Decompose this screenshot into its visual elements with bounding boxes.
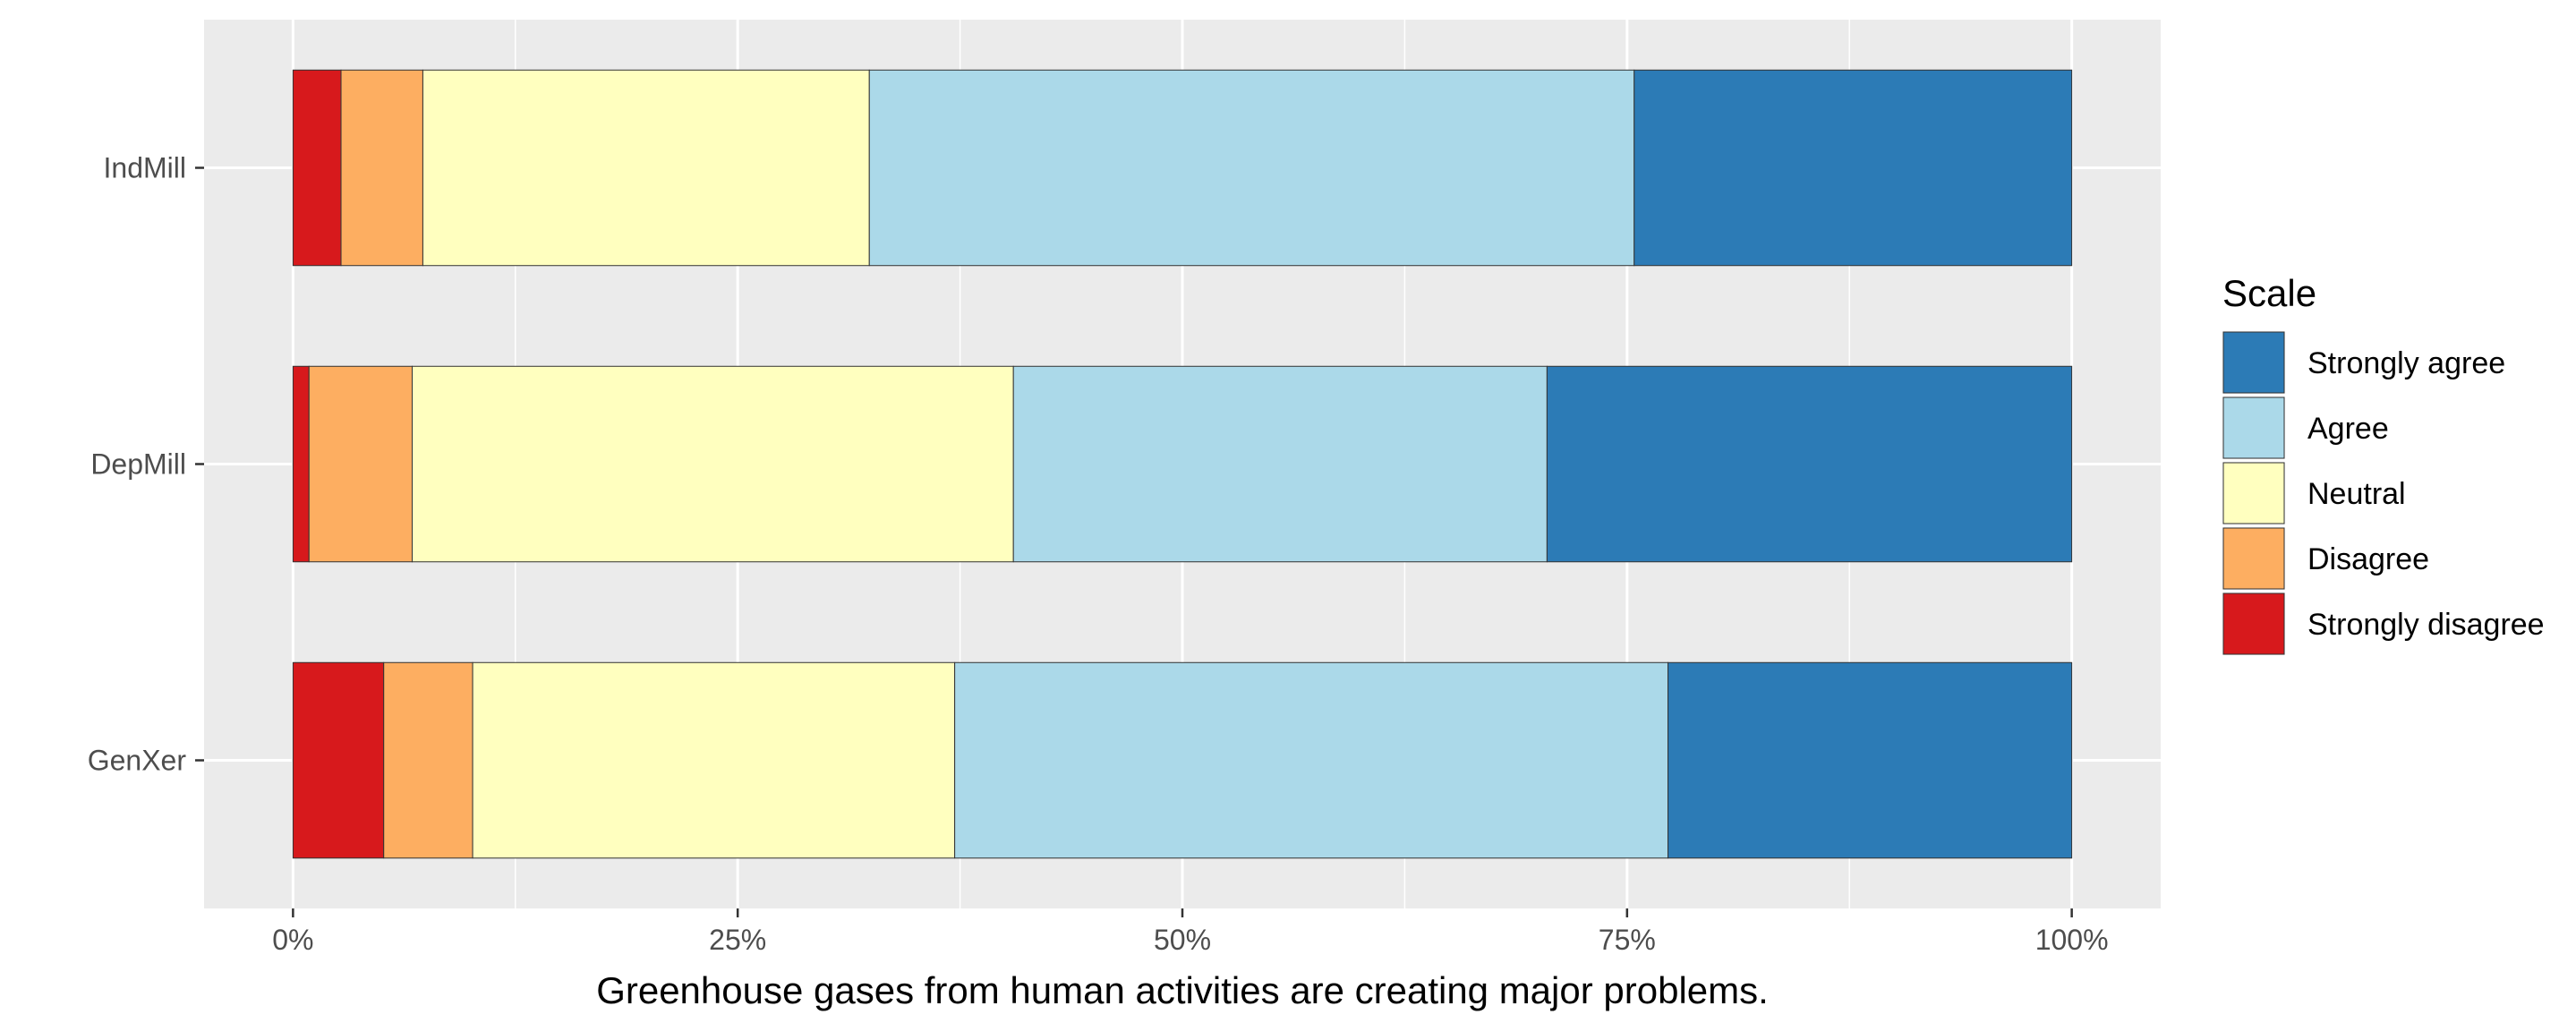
x-axis-title: Greenhouse gases from human activities a… bbox=[596, 969, 1769, 1011]
bar-DepMill-strongly-agree bbox=[1546, 365, 2073, 563]
legend-label: Strongly disagree bbox=[2307, 608, 2545, 642]
legend-swatch-neutral bbox=[2222, 462, 2285, 524]
y-tick-label: IndMill bbox=[104, 152, 186, 184]
bar-GenXer-strongly-disagree bbox=[292, 661, 385, 859]
legend-label: Agree bbox=[2307, 412, 2389, 446]
legend-swatch-disagree bbox=[2222, 527, 2285, 590]
y-axis: IndMill DepMill GenXer bbox=[88, 152, 204, 777]
bar-GenXer-disagree bbox=[383, 661, 473, 859]
bar-GenXer-neutral bbox=[472, 661, 956, 859]
bar-GenXer-strongly-agree bbox=[1668, 661, 2073, 859]
x-tick-label: 100% bbox=[2035, 924, 2109, 956]
bar-segments bbox=[292, 69, 2073, 859]
legend-swatch-strongly-disagree bbox=[2222, 592, 2285, 655]
legend-title: Scale bbox=[2222, 272, 2316, 314]
bar-IndMill-strongly-disagree bbox=[292, 69, 342, 267]
x-tick-label: 0% bbox=[272, 924, 313, 956]
bar-IndMill-neutral bbox=[422, 69, 870, 267]
x-tick-label: 75% bbox=[1599, 924, 1656, 956]
y-tick-label: DepMill bbox=[90, 448, 186, 481]
legend-label: Strongly agree bbox=[2307, 346, 2505, 380]
bar-DepMill-disagree bbox=[308, 365, 414, 563]
legend-swatch-strongly-agree bbox=[2222, 331, 2285, 394]
legend-swatch-agree bbox=[2222, 396, 2285, 459]
bar-IndMill-agree bbox=[868, 69, 1635, 267]
x-tick-label: 25% bbox=[709, 924, 766, 956]
bar-IndMill-strongly-agree bbox=[1633, 69, 2073, 267]
bar-DepMill-agree bbox=[1012, 365, 1548, 563]
bar-DepMill-strongly-disagree bbox=[292, 365, 310, 563]
y-tick-label: GenXer bbox=[88, 745, 187, 777]
bar-DepMill-neutral bbox=[412, 365, 1014, 563]
bar-IndMill-disagree bbox=[340, 69, 423, 267]
legend: Scale Strongly agree Agree Neutral Disagree… bbox=[2222, 272, 2545, 655]
x-tick-label: 50% bbox=[1154, 924, 1211, 956]
x-axis: 0% 25% 50% 75% 100% bbox=[272, 908, 2109, 956]
bar-GenXer-agree bbox=[954, 661, 1669, 859]
legend-label: Disagree bbox=[2307, 542, 2429, 576]
legend-label: Neutral bbox=[2307, 477, 2406, 511]
